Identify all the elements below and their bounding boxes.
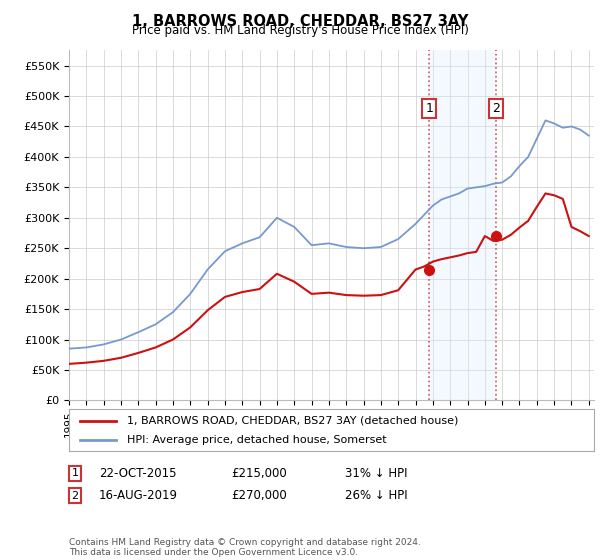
Text: 31% ↓ HPI: 31% ↓ HPI (345, 466, 407, 480)
Text: HPI: Average price, detached house, Somerset: HPI: Average price, detached house, Some… (127, 435, 386, 445)
Text: 16-AUG-2019: 16-AUG-2019 (99, 489, 178, 502)
Text: 1: 1 (71, 468, 79, 478)
Text: Contains HM Land Registry data © Crown copyright and database right 2024.
This d: Contains HM Land Registry data © Crown c… (69, 538, 421, 557)
Text: 22-OCT-2015: 22-OCT-2015 (99, 466, 176, 480)
Text: 2: 2 (492, 102, 500, 115)
Text: 2: 2 (71, 491, 79, 501)
Text: 1, BARROWS ROAD, CHEDDAR, BS27 3AY: 1, BARROWS ROAD, CHEDDAR, BS27 3AY (132, 14, 468, 29)
Text: £215,000: £215,000 (231, 466, 287, 480)
Bar (430, 50, 496, 400)
Text: 26% ↓ HPI: 26% ↓ HPI (345, 489, 407, 502)
Text: 1, BARROWS ROAD, CHEDDAR, BS27 3AY (detached house): 1, BARROWS ROAD, CHEDDAR, BS27 3AY (deta… (127, 416, 458, 426)
Text: £270,000: £270,000 (231, 489, 287, 502)
Text: Price paid vs. HM Land Registry's House Price Index (HPI): Price paid vs. HM Land Registry's House … (131, 24, 469, 37)
Text: 1: 1 (425, 102, 433, 115)
